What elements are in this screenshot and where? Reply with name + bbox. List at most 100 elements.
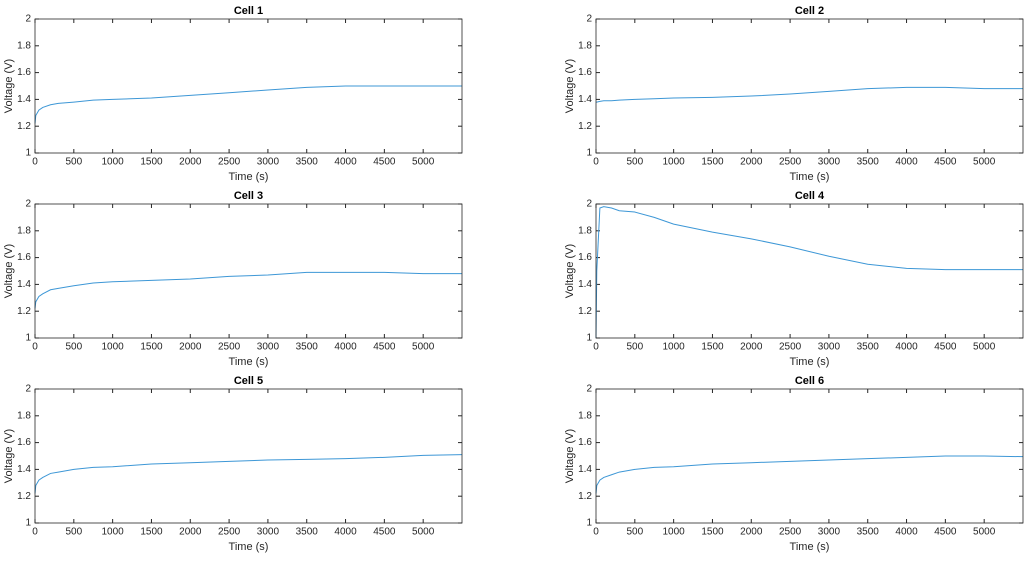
y-tick-label: 1.8 [17,225,31,236]
x-tick-label: 2500 [218,342,241,353]
y-tick-label: 1.8 [17,40,31,51]
x-tick-label: 1000 [102,527,125,538]
axes-box [34,203,463,339]
x-tick-label: 1000 [663,527,686,538]
x-tick-label: 4500 [934,157,957,168]
x-tick-label: 2000 [740,527,763,538]
x-tick-label: 4500 [373,342,396,353]
axes-background [35,204,462,338]
y-tick-label: 1 [25,148,31,159]
y-tick-label: 2 [25,199,31,210]
x-tick-label: 5000 [412,342,435,353]
x-axis-label: Time (s) [229,541,269,553]
y-tick-label: 1.4 [578,94,592,105]
y-tick-label: 1 [586,333,592,344]
y-tick-label: 1.8 [578,225,592,236]
voltage-line [34,271,462,309]
x-tick-label: 3500 [857,342,880,353]
chart-title: Cell 6 [795,375,824,387]
axes-background [596,19,1023,153]
x-tick-label: 1500 [140,157,163,168]
axes-box [595,18,1024,154]
x-tick-label: 2500 [779,157,802,168]
x-tick-label: 2500 [779,527,802,538]
y-tick-label: 2 [25,384,31,395]
x-tick-label: 1000 [663,157,686,168]
x-tick-label: 4500 [373,157,396,168]
y-tick-label: 2 [25,14,31,25]
voltage-line [595,455,1024,494]
x-tick-label: 2500 [218,527,241,538]
y-tick-label: 1.8 [578,410,592,421]
x-tick-label: 4000 [334,527,357,538]
y-tick-label: 1.8 [17,410,31,421]
x-tick-label: 2000 [179,527,202,538]
x-tick-label: 2500 [779,342,802,353]
x-tick-label: 500 [65,157,82,168]
y-tick-label: 1.2 [17,121,31,132]
x-tick-label: 3500 [296,157,319,168]
y-tick-label: 1.6 [578,67,592,78]
x-tick-label: 1500 [701,527,724,538]
y-axis-label: Voltage (V) [564,429,576,483]
axes-background [596,204,1023,338]
x-tick-label: 4000 [334,157,357,168]
x-tick-label: 3000 [818,342,841,353]
x-tick-label: 3500 [857,157,880,168]
x-axis-label: Time (s) [229,171,269,183]
voltage-line [596,86,1023,103]
x-tick-label: 5000 [973,342,996,353]
chart-title: Cell 2 [795,5,824,17]
x-tick-label: 3000 [257,342,280,353]
y-tick-label: 1 [25,333,31,344]
y-tick-label: 1.4 [578,464,592,475]
x-tick-label: 4000 [895,157,918,168]
y-tick-label: 1.4 [578,279,592,290]
y-tick-label: 1.2 [17,491,31,502]
x-tick-label: 1000 [663,342,686,353]
x-tick-label: 1500 [701,157,724,168]
voltage-line [34,85,462,124]
x-axis-label: Time (s) [790,171,830,183]
y-tick-label: 1.2 [578,306,592,317]
x-tick-label: 5000 [412,157,435,168]
x-tick-label: 4000 [895,527,918,538]
y-axis-label: Voltage (V) [564,244,576,298]
x-tick-label: 500 [626,157,643,168]
x-tick-label: 2000 [179,342,202,353]
x-tick-label: 3500 [857,527,880,538]
axes-box [595,203,1024,339]
x-tick-label: 500 [65,342,82,353]
y-tick-label: 1.6 [17,67,31,78]
axes-box [34,388,463,524]
x-tick-label: 4500 [373,527,396,538]
x-tick-label: 3500 [296,342,319,353]
x-tick-label: 0 [593,157,599,168]
y-tick-label: 1.4 [17,464,31,475]
x-tick-label: 1500 [140,342,163,353]
y-axis-label: Voltage (V) [3,244,15,298]
x-tick-label: 3000 [818,157,841,168]
y-tick-label: 1.4 [17,94,31,105]
x-tick-label: 2000 [740,342,763,353]
y-tick-label: 2 [586,14,592,25]
axes-box [595,388,1024,524]
x-tick-label: 0 [32,342,38,353]
chart-title: Cell 5 [234,375,263,387]
y-tick-label: 1 [586,148,592,159]
x-axis-label: Time (s) [790,541,830,553]
chart-title: Cell 1 [234,5,263,17]
y-tick-label: 1.2 [578,121,592,132]
x-tick-label: 4500 [934,527,957,538]
y-tick-label: 1 [586,518,592,529]
y-tick-label: 1.2 [578,491,592,502]
x-tick-label: 1500 [140,527,163,538]
x-tick-label: 3000 [818,527,841,538]
y-tick-label: 2 [586,199,592,210]
y-axis-label: Voltage (V) [564,59,576,113]
axes-background [35,389,462,523]
y-tick-label: 2 [586,384,592,395]
y-tick-label: 1.6 [578,437,592,448]
x-tick-label: 0 [32,527,38,538]
